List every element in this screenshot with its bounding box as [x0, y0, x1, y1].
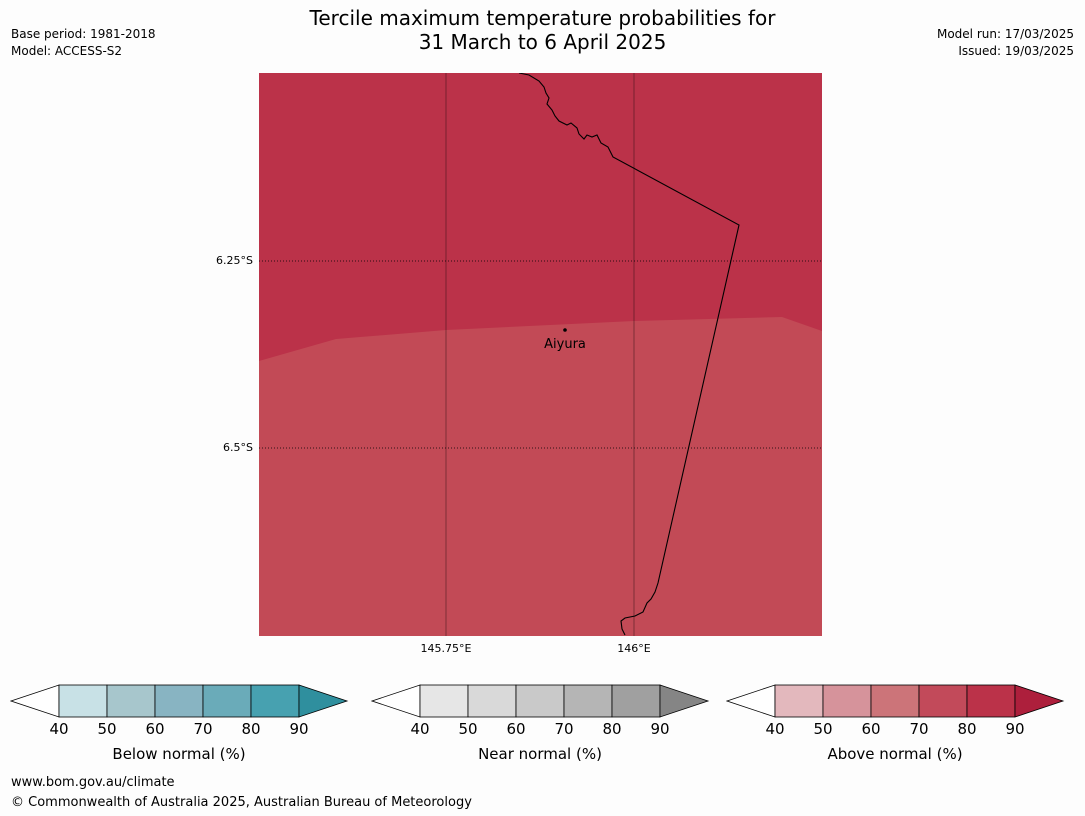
legend-below-tick-80: 80 — [241, 720, 261, 738]
lat-label-6.25: 6.25°S — [216, 254, 253, 267]
legend-below-tick-50: 50 — [97, 720, 117, 738]
colorbar-near-bin-80-90 — [611, 684, 661, 718]
legend-below-tick-90: 90 — [289, 720, 309, 738]
map-svg — [259, 73, 822, 636]
legend-below: 40 50 60 70 80 90 Below normal (%) — [9, 684, 350, 764]
colorbar-below-bin-80-90 — [250, 684, 300, 718]
model-name: Model: ACCESS-S2 — [11, 44, 123, 58]
colorbar-below-extend-left — [9, 684, 60, 718]
place-marker — [563, 328, 567, 332]
colorbar-near-bin-50-60 — [467, 684, 517, 718]
colorbar-below-bin-60-70 — [154, 684, 204, 718]
colorbar-above-bin-70-80 — [918, 684, 968, 718]
colorbar-near-extend-left — [370, 684, 421, 718]
lon-label-146: 146°E — [617, 642, 651, 655]
colorbar-above-bin-40-50 — [774, 684, 824, 718]
colorbar-above-extend-left — [725, 684, 776, 718]
legend-near-tick-40: 40 — [410, 720, 430, 738]
legend-below-label: Below normal (%) — [112, 745, 246, 763]
legend-near-tick-60: 60 — [506, 720, 526, 738]
legend-above-tick-70: 70 — [909, 720, 929, 738]
meta-right: Model run: 17/03/2025 Issued: 19/03/2025 — [937, 26, 1074, 60]
legend-above-colorbar — [725, 684, 1065, 718]
legend-below-tick-70: 70 — [193, 720, 213, 738]
legend-above-tick-50: 50 — [813, 720, 833, 738]
colorbar-above-extend-right — [1014, 684, 1065, 718]
legend-near-tick-90: 90 — [650, 720, 670, 738]
lon-label-145.75: 145.75°E — [420, 642, 472, 655]
issued-date: Issued: 19/03/2025 — [958, 44, 1074, 58]
region-above-70-80 — [259, 317, 822, 636]
footer-copyright: © Commonwealth of Australia 2025, Austra… — [11, 795, 472, 810]
legend-below-tick-60: 60 — [145, 720, 165, 738]
meta-left: Base period: 1981-2018 Model: ACCESS-S2 — [11, 26, 156, 60]
model-run: Model run: 17/03/2025 — [936, 27, 1074, 41]
legend-below-colorbar — [9, 684, 349, 718]
legend-above-tick-60: 60 — [861, 720, 881, 738]
place-label: Aiyura — [544, 337, 586, 352]
colorbar-below-bin-70-80 — [202, 684, 252, 718]
title-line-1: Tercile maximum temperature probabilitie… — [309, 6, 776, 30]
lat-label-6.5: 6.5°S — [223, 441, 253, 454]
coastline-border — [518, 73, 740, 636]
legend-above-tick-90: 90 — [1005, 720, 1025, 738]
colorbar-near-bin-70-80 — [563, 684, 613, 718]
colorbar-near-extend-right — [659, 684, 710, 718]
legend-near-tick-70: 70 — [554, 720, 574, 738]
legend-near-label: Near normal (%) — [478, 745, 602, 763]
title-line-2: 31 March to 6 April 2025 — [418, 30, 667, 54]
map-title: Tercile maximum temperature probabilitie… — [0, 6, 1085, 54]
legend-above-label: Above normal (%) — [827, 745, 963, 763]
legend-below-tick-40: 40 — [49, 720, 69, 738]
colorbar-near-bin-60-70 — [515, 684, 565, 718]
colorbar-below-extend-right — [298, 684, 349, 718]
legend-near: 40 50 60 70 80 90 Near normal (%) — [370, 684, 711, 764]
map-panel[interactable] — [259, 73, 822, 636]
legend-near-colorbar — [370, 684, 710, 718]
colorbar-above-bin-60-70 — [870, 684, 920, 718]
colorbar-near-bin-40-50 — [419, 684, 469, 718]
colorbar-below-bin-50-60 — [106, 684, 156, 718]
legend-above-tick-80: 80 — [957, 720, 977, 738]
colorbar-below-bin-40-50 — [58, 684, 108, 718]
legend-above: 40 50 60 70 80 90 Above normal (%) — [725, 684, 1066, 764]
legend-near-tick-80: 80 — [602, 720, 622, 738]
legend-near-tick-50: 50 — [458, 720, 478, 738]
legend-above-tick-40: 40 — [765, 720, 785, 738]
colorbar-above-bin-80-90 — [966, 684, 1016, 718]
footer-url[interactable]: www.bom.gov.au/climate — [11, 775, 175, 790]
base-period: Base period: 1981-2018 — [11, 27, 156, 41]
colorbar-above-bin-50-60 — [822, 684, 872, 718]
